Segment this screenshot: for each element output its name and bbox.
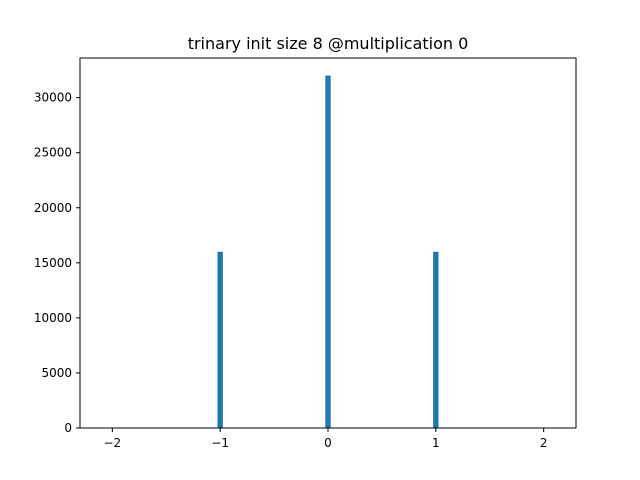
x-axis: −2 −1 0 1 2 <box>103 428 547 450</box>
x-tick-label: 1 <box>432 436 440 450</box>
x-tick-label: −1 <box>211 436 229 450</box>
y-tick-label: 15000 <box>34 256 72 270</box>
y-tick-label: 25000 <box>34 146 72 160</box>
y-tick-label: 30000 <box>34 91 72 105</box>
bar <box>325 76 330 428</box>
x-tick-label: −2 <box>103 436 121 450</box>
y-axis: 0 5000 10000 15000 20000 25000 30000 <box>34 91 80 435</box>
x-tick-label: 0 <box>324 436 332 450</box>
bar <box>217 252 222 428</box>
y-tick-label: 0 <box>64 421 72 435</box>
x-tick-label: 2 <box>540 436 548 450</box>
y-tick-label: 20000 <box>34 201 72 215</box>
bars-group <box>217 76 438 428</box>
y-tick-label: 5000 <box>41 366 72 380</box>
chart-title: trinary init size 8 @multiplication 0 <box>188 34 469 53</box>
y-tick-label: 10000 <box>34 311 72 325</box>
bar <box>433 252 438 428</box>
